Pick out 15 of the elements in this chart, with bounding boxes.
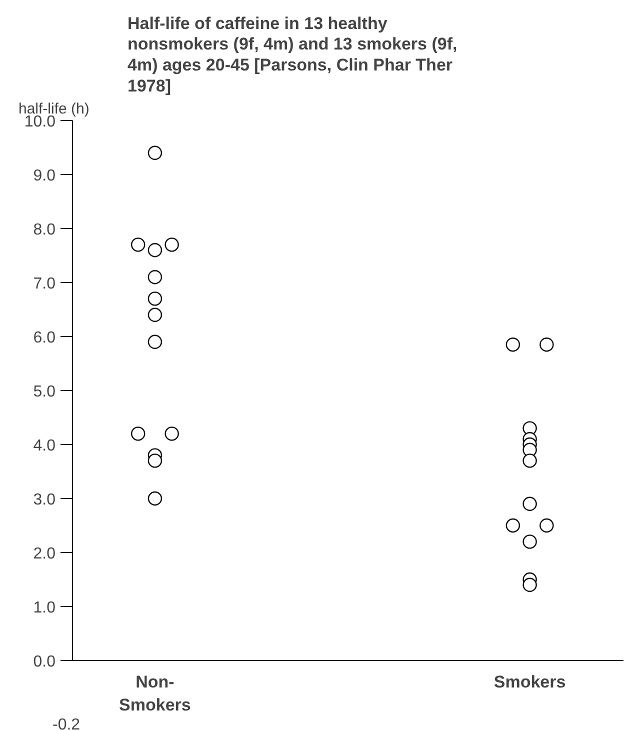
- y-tick-label: 7.0: [33, 276, 56, 292]
- y-tick-label: 4.0: [33, 438, 56, 454]
- y-tick-label: 1.0: [33, 600, 56, 616]
- y-tick-label: 9.0: [33, 168, 56, 184]
- text: -0.2: [52, 716, 80, 731]
- y-tick-label: 3.0: [33, 492, 56, 508]
- x-tick-label: Non-Smokers: [119, 672, 191, 714]
- y-tick-label: 0.0: [33, 654, 56, 670]
- y-tick-label: 8.0: [33, 222, 56, 238]
- y-tick-label: 5.0: [33, 384, 56, 400]
- y-tick-label: 10.0: [24, 114, 56, 130]
- x-tick-label: Smokers: [494, 672, 566, 692]
- y-tick-label: 2.0: [33, 546, 56, 562]
- y-tick-label: 6.0: [33, 330, 56, 346]
- chart-title: Half-life of caffeine in 13 healthy nonsmokers (9f, 4m) and 13 smokers (9f, 4m) ages 20-45 [Parsons, Clin Phar Ther 1978]: [128, 14, 458, 96]
